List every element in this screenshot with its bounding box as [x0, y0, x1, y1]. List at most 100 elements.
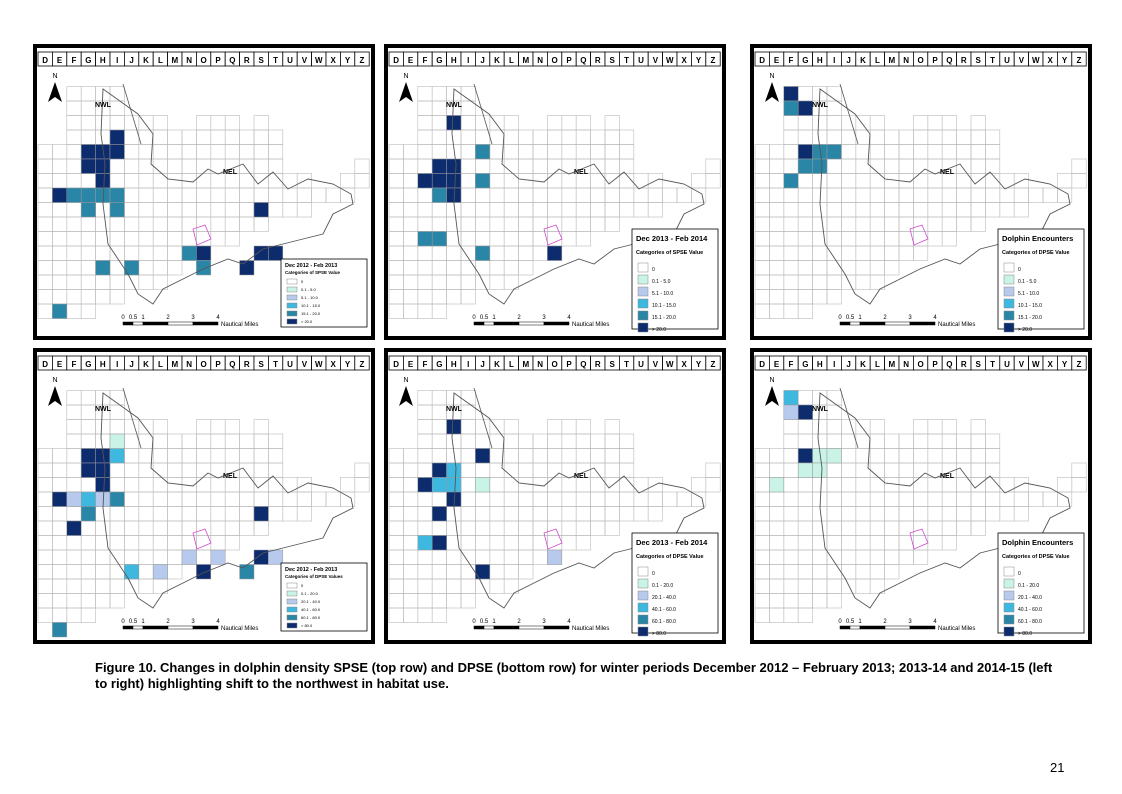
legend-swatch — [286, 294, 298, 301]
legend-subtitle: Categories of DPSE Value — [636, 554, 704, 560]
grid-cell — [797, 303, 813, 319]
density-cell — [547, 245, 563, 261]
grid-cell — [826, 289, 842, 305]
grid-cell — [80, 303, 96, 319]
column-letter: V — [1019, 56, 1025, 65]
legend-subtitle: Categories of DPSE Value — [1002, 250, 1070, 256]
column-letter: Q — [946, 360, 952, 369]
column-letter: Y — [1062, 360, 1068, 369]
north-label: N — [52, 73, 57, 80]
column-letter: W — [315, 360, 323, 369]
density-cell — [446, 158, 462, 174]
column-letter: H — [100, 360, 106, 369]
legend-title: Dolphin Encounters — [1002, 234, 1073, 243]
legend-item: 0 — [652, 571, 655, 577]
scale-label: 0.5 — [129, 315, 138, 321]
density-cell — [80, 448, 96, 464]
column-letter: M — [522, 360, 529, 369]
grid-cell — [941, 535, 957, 551]
density-cell — [446, 173, 462, 189]
legend-swatch — [286, 606, 298, 613]
legend-swatch — [637, 274, 649, 285]
north-label: N — [769, 73, 774, 80]
grid-cell — [340, 491, 356, 507]
column-letter: Q — [580, 360, 586, 369]
column-letter: Y — [345, 360, 351, 369]
legend-swatch — [637, 626, 649, 637]
grid-cell — [869, 578, 885, 594]
scale-label: 0.5 — [480, 315, 489, 321]
legend-item: 10.1 - 15.0 — [1018, 303, 1042, 309]
scale-segment — [473, 321, 485, 326]
column-letter: U — [287, 360, 293, 369]
north-arrow — [399, 386, 413, 406]
column-letter: L — [158, 56, 163, 65]
legend-subtitle: Categories of DPSE Value — [1002, 554, 1070, 560]
column-letter: J — [129, 56, 133, 65]
legend-item: 5.1 - 10.0 — [301, 295, 319, 300]
legend-item: 0 — [1018, 571, 1021, 577]
legend-swatch — [1003, 274, 1015, 285]
legend-swatch — [637, 614, 649, 625]
grid-cell — [1013, 506, 1029, 522]
grid-cell — [647, 202, 663, 218]
region-label: NEL — [574, 473, 589, 480]
scale-label: 4 — [216, 315, 220, 321]
column-letter: N — [537, 56, 543, 65]
study-area — [543, 224, 563, 246]
density-cell — [783, 86, 799, 102]
legend-item: 15.1 - 20.0 — [301, 311, 321, 316]
column-letter: T — [273, 56, 278, 65]
column-letter: L — [158, 360, 163, 369]
region-label: NEL — [940, 169, 955, 176]
legend-subtitle: Categories of SPSE Value — [285, 270, 341, 275]
density-cell — [80, 144, 96, 160]
scale-label: 3 — [908, 619, 912, 625]
density-cell — [95, 260, 111, 276]
grid-cell — [431, 607, 447, 623]
legend-swatch — [1003, 602, 1015, 613]
grid-cell — [503, 578, 519, 594]
density-cell — [431, 158, 447, 174]
column-letter: R — [961, 56, 967, 65]
column-letter: L — [509, 56, 514, 65]
density-cell — [52, 187, 68, 203]
north-label: N — [52, 377, 57, 384]
column-letter: Y — [345, 56, 351, 65]
density-cell — [210, 549, 226, 565]
column-letter: V — [302, 360, 308, 369]
boundary-line — [839, 387, 859, 449]
column-letter: D — [42, 56, 48, 65]
legend-title: Dec 2012 - Feb 2013 — [285, 263, 337, 269]
scale-segment — [884, 625, 911, 630]
column-letter: U — [638, 360, 644, 369]
density-cell — [431, 173, 447, 189]
column-letter: F — [72, 56, 77, 65]
scale-units: Nautical Miles — [221, 626, 258, 632]
column-letter: S — [976, 56, 982, 65]
density-cell — [812, 462, 828, 478]
legend-item: > 80.0 — [1018, 631, 1032, 637]
density-cell — [66, 187, 82, 203]
scale-segment — [839, 321, 851, 326]
legend-swatch — [286, 598, 298, 605]
legend-item: > 20.0 — [1018, 327, 1032, 333]
density-cell — [783, 390, 799, 406]
grid-cell — [941, 231, 957, 247]
column-letter: L — [509, 360, 514, 369]
scale-segment — [518, 625, 545, 630]
column-letter: S — [259, 360, 265, 369]
scale-label: 2 — [883, 315, 887, 321]
grid-cell — [913, 549, 929, 565]
column-letter: J — [480, 360, 484, 369]
scale-segment — [884, 321, 911, 326]
density-cell — [109, 202, 125, 218]
scale-label: 0.5 — [480, 619, 489, 625]
grid-cell — [296, 202, 312, 218]
column-letter: H — [451, 360, 457, 369]
density-cell — [239, 564, 255, 580]
column-header-cell — [354, 355, 370, 371]
density-cell — [783, 404, 799, 420]
region-label: NWL — [812, 406, 829, 413]
